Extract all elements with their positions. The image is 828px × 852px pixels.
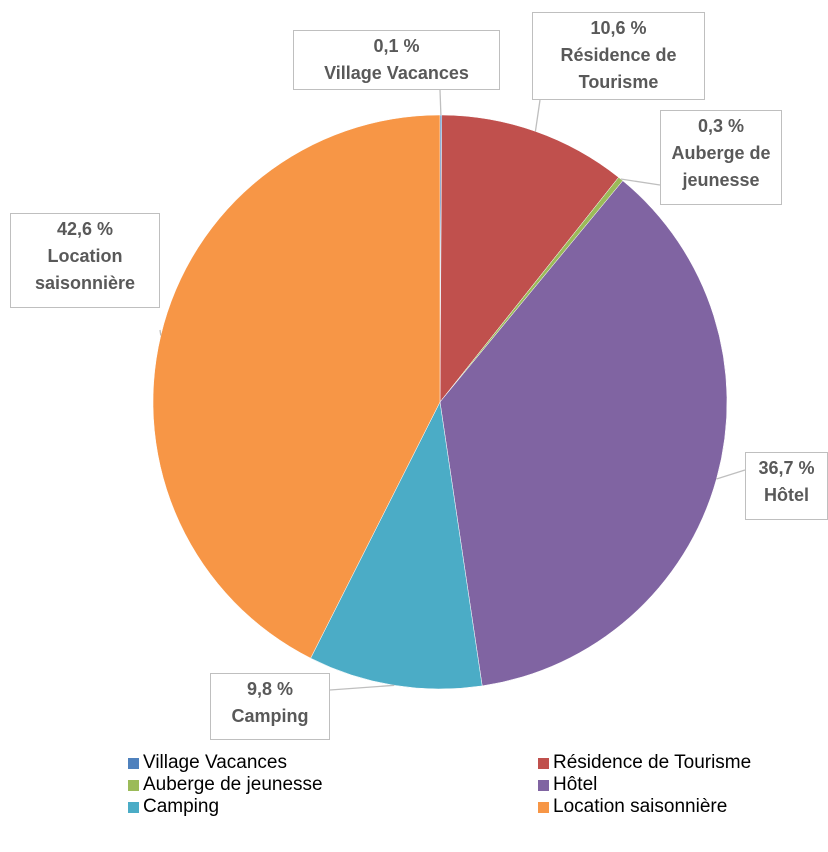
legend-swatch	[128, 802, 139, 813]
leader-line	[159, 329, 162, 336]
leader-line	[329, 684, 395, 691]
data-label-value: 0,1 %	[373, 36, 420, 56]
data-label: 9,8 % Camping	[210, 673, 330, 740]
pie-slice	[152, 114, 441, 659]
pie-slice	[310, 401, 483, 690]
leader-line	[534, 99, 541, 132]
data-label-category: Village Vacances	[324, 63, 469, 83]
data-label-category: Hôtel	[764, 485, 809, 505]
data-label-value: 10,6 %	[590, 18, 647, 38]
legend-label: Camping	[143, 796, 220, 817]
data-label-category: Location saisonnière	[34, 246, 136, 293]
leader-line	[716, 469, 746, 480]
legend-swatch	[538, 758, 549, 769]
pie-slice	[439, 180, 728, 687]
leader-line	[439, 89, 442, 116]
data-label: 36,7 % Hôtel	[745, 452, 828, 520]
legend-swatch	[128, 780, 139, 791]
data-label: 10,6 % Résidence de Tourisme	[532, 12, 705, 100]
data-label-category: Auberge de jeunesse	[671, 143, 771, 190]
leader-line	[620, 178, 661, 186]
data-label-category: Camping	[231, 706, 309, 726]
legend-label: Auberge de jeunesse	[143, 774, 323, 795]
data-label-value: 42,6 %	[56, 219, 114, 239]
legend-swatch	[128, 758, 139, 769]
data-label: 42,6 % Location saisonnière	[10, 213, 160, 308]
legend-swatch	[538, 780, 549, 791]
pie-slice	[439, 114, 619, 403]
legend-label: Location saisonnière	[553, 796, 728, 817]
legend-swatch	[538, 802, 549, 813]
data-label-category: Résidence de Tourisme	[560, 45, 677, 92]
legend-label: Hôtel	[553, 774, 598, 795]
data-label-value: 0,3 %	[697, 116, 745, 136]
legend-label: Village Vacances	[143, 752, 288, 773]
data-label-value: 9,8 %	[246, 679, 294, 699]
legend-label: Résidence de Tourisme	[553, 752, 752, 773]
data-label: 0,1 % Village Vacances	[293, 30, 500, 90]
data-label: 0,3 % Auberge de jeunesse	[660, 110, 782, 205]
data-label-value: 36,7 %	[758, 458, 815, 478]
